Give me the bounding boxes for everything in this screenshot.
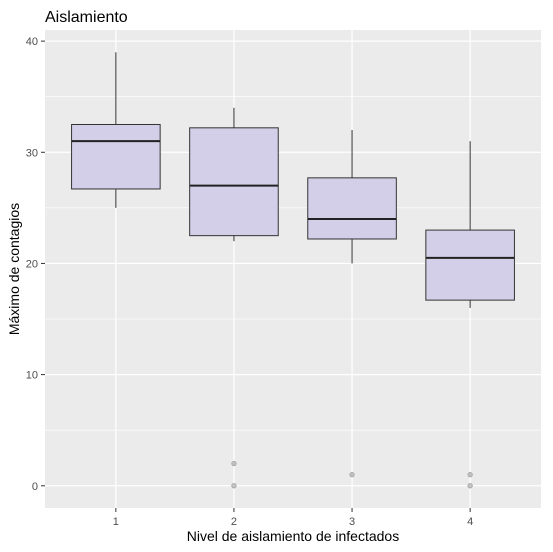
y-axis-title: Máximo de contagios	[6, 203, 22, 335]
outlier-point	[231, 460, 237, 467]
x-tick-label: 1	[113, 516, 119, 528]
box-iqr	[71, 123, 161, 190]
outlier-point	[349, 472, 355, 478]
x-tick-label: 4	[467, 516, 473, 528]
y-tick-label: 20	[26, 258, 38, 270]
outlier-point	[231, 483, 237, 489]
outlier-point	[467, 483, 473, 489]
box-iqr	[425, 229, 515, 301]
x-axis: 1 2 3 4	[113, 508, 473, 528]
box-iqr	[189, 127, 279, 237]
y-tick-label: 30	[26, 147, 38, 159]
box-category-4	[425, 141, 515, 489]
box-category-2	[189, 107, 279, 489]
y-tick-label: 0	[32, 481, 38, 493]
x-tick-label: 3	[349, 516, 355, 528]
y-axis: 0 10 20 30 40	[26, 36, 45, 493]
box-iqr	[307, 177, 397, 240]
box-category-1	[71, 52, 161, 208]
outlier-point	[467, 472, 473, 478]
y-tick-label: 40	[26, 36, 38, 48]
box-category-3	[307, 130, 397, 478]
x-axis-title: Nivel de aislamiento de infectados	[187, 528, 399, 544]
chart-title: Aislamiento	[45, 9, 128, 26]
boxes	[71, 52, 515, 489]
y-tick-label: 10	[26, 370, 38, 382]
x-tick-label: 2	[231, 516, 237, 528]
